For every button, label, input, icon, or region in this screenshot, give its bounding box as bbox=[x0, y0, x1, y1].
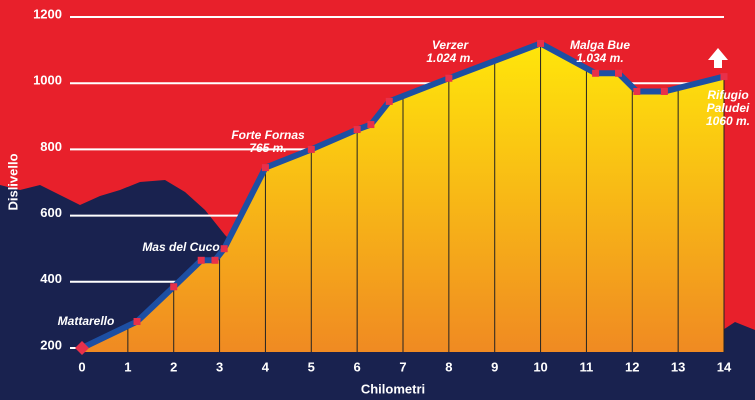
marker bbox=[261, 164, 269, 172]
x-tick-label: 6 bbox=[354, 359, 361, 374]
x-tick-label: 2 bbox=[170, 359, 177, 374]
marker bbox=[75, 341, 89, 355]
marker bbox=[537, 39, 545, 47]
annotation: 1060 m. bbox=[706, 114, 750, 128]
y-tick-label: 800 bbox=[40, 139, 62, 154]
marker bbox=[633, 87, 641, 95]
annotation: Mattarello bbox=[58, 314, 115, 328]
marker bbox=[660, 87, 668, 95]
y-tick-label: 400 bbox=[40, 271, 62, 286]
marker bbox=[307, 145, 315, 153]
annotation: 1.024 m. bbox=[426, 51, 473, 65]
marker bbox=[353, 126, 361, 134]
x-tick-label: 13 bbox=[671, 359, 685, 374]
x-tick-label: 12 bbox=[625, 359, 639, 374]
x-tick-label: 5 bbox=[308, 359, 315, 374]
x-tick-label: 14 bbox=[717, 359, 732, 374]
annotation: Verzer bbox=[432, 38, 470, 52]
y-tick-label: 1000 bbox=[33, 73, 62, 88]
x-tick-label: 4 bbox=[262, 359, 270, 374]
y-axis-label: Dislivello bbox=[5, 153, 20, 210]
marker bbox=[170, 283, 178, 291]
marker bbox=[445, 74, 453, 82]
x-axis-label: Chilometri bbox=[361, 381, 425, 396]
marker bbox=[367, 121, 375, 129]
marker bbox=[197, 256, 205, 264]
x-tick-label: 1 bbox=[124, 359, 131, 374]
x-tick-label: 9 bbox=[491, 359, 498, 374]
x-tick-label: 7 bbox=[399, 359, 406, 374]
y-tick-label: 200 bbox=[40, 337, 62, 352]
x-tick-label: 8 bbox=[445, 359, 452, 374]
annotation: Rifugio bbox=[707, 88, 748, 102]
annotation: Forte Fornas bbox=[231, 128, 305, 142]
marker bbox=[615, 69, 623, 77]
annotation: Malga Bue bbox=[570, 38, 630, 52]
y-tick-label: 600 bbox=[40, 205, 62, 220]
marker bbox=[720, 73, 728, 81]
marker bbox=[133, 318, 141, 326]
marker bbox=[385, 97, 393, 105]
x-tick-label: 0 bbox=[78, 359, 85, 374]
arrow-icon bbox=[708, 48, 728, 68]
marker bbox=[220, 245, 228, 253]
annotation: Paludei bbox=[707, 101, 750, 115]
y-tick-label: 1200 bbox=[33, 6, 62, 21]
annotation: 765 m. bbox=[249, 141, 286, 155]
x-tick-label: 3 bbox=[216, 359, 223, 374]
marker bbox=[592, 69, 600, 77]
x-tick-label: 10 bbox=[533, 359, 547, 374]
annotation: Mas del Cuco bbox=[142, 240, 219, 254]
marker bbox=[211, 256, 219, 264]
x-tick-label: 11 bbox=[580, 359, 594, 374]
annotation: 1.034 m. bbox=[576, 51, 623, 65]
